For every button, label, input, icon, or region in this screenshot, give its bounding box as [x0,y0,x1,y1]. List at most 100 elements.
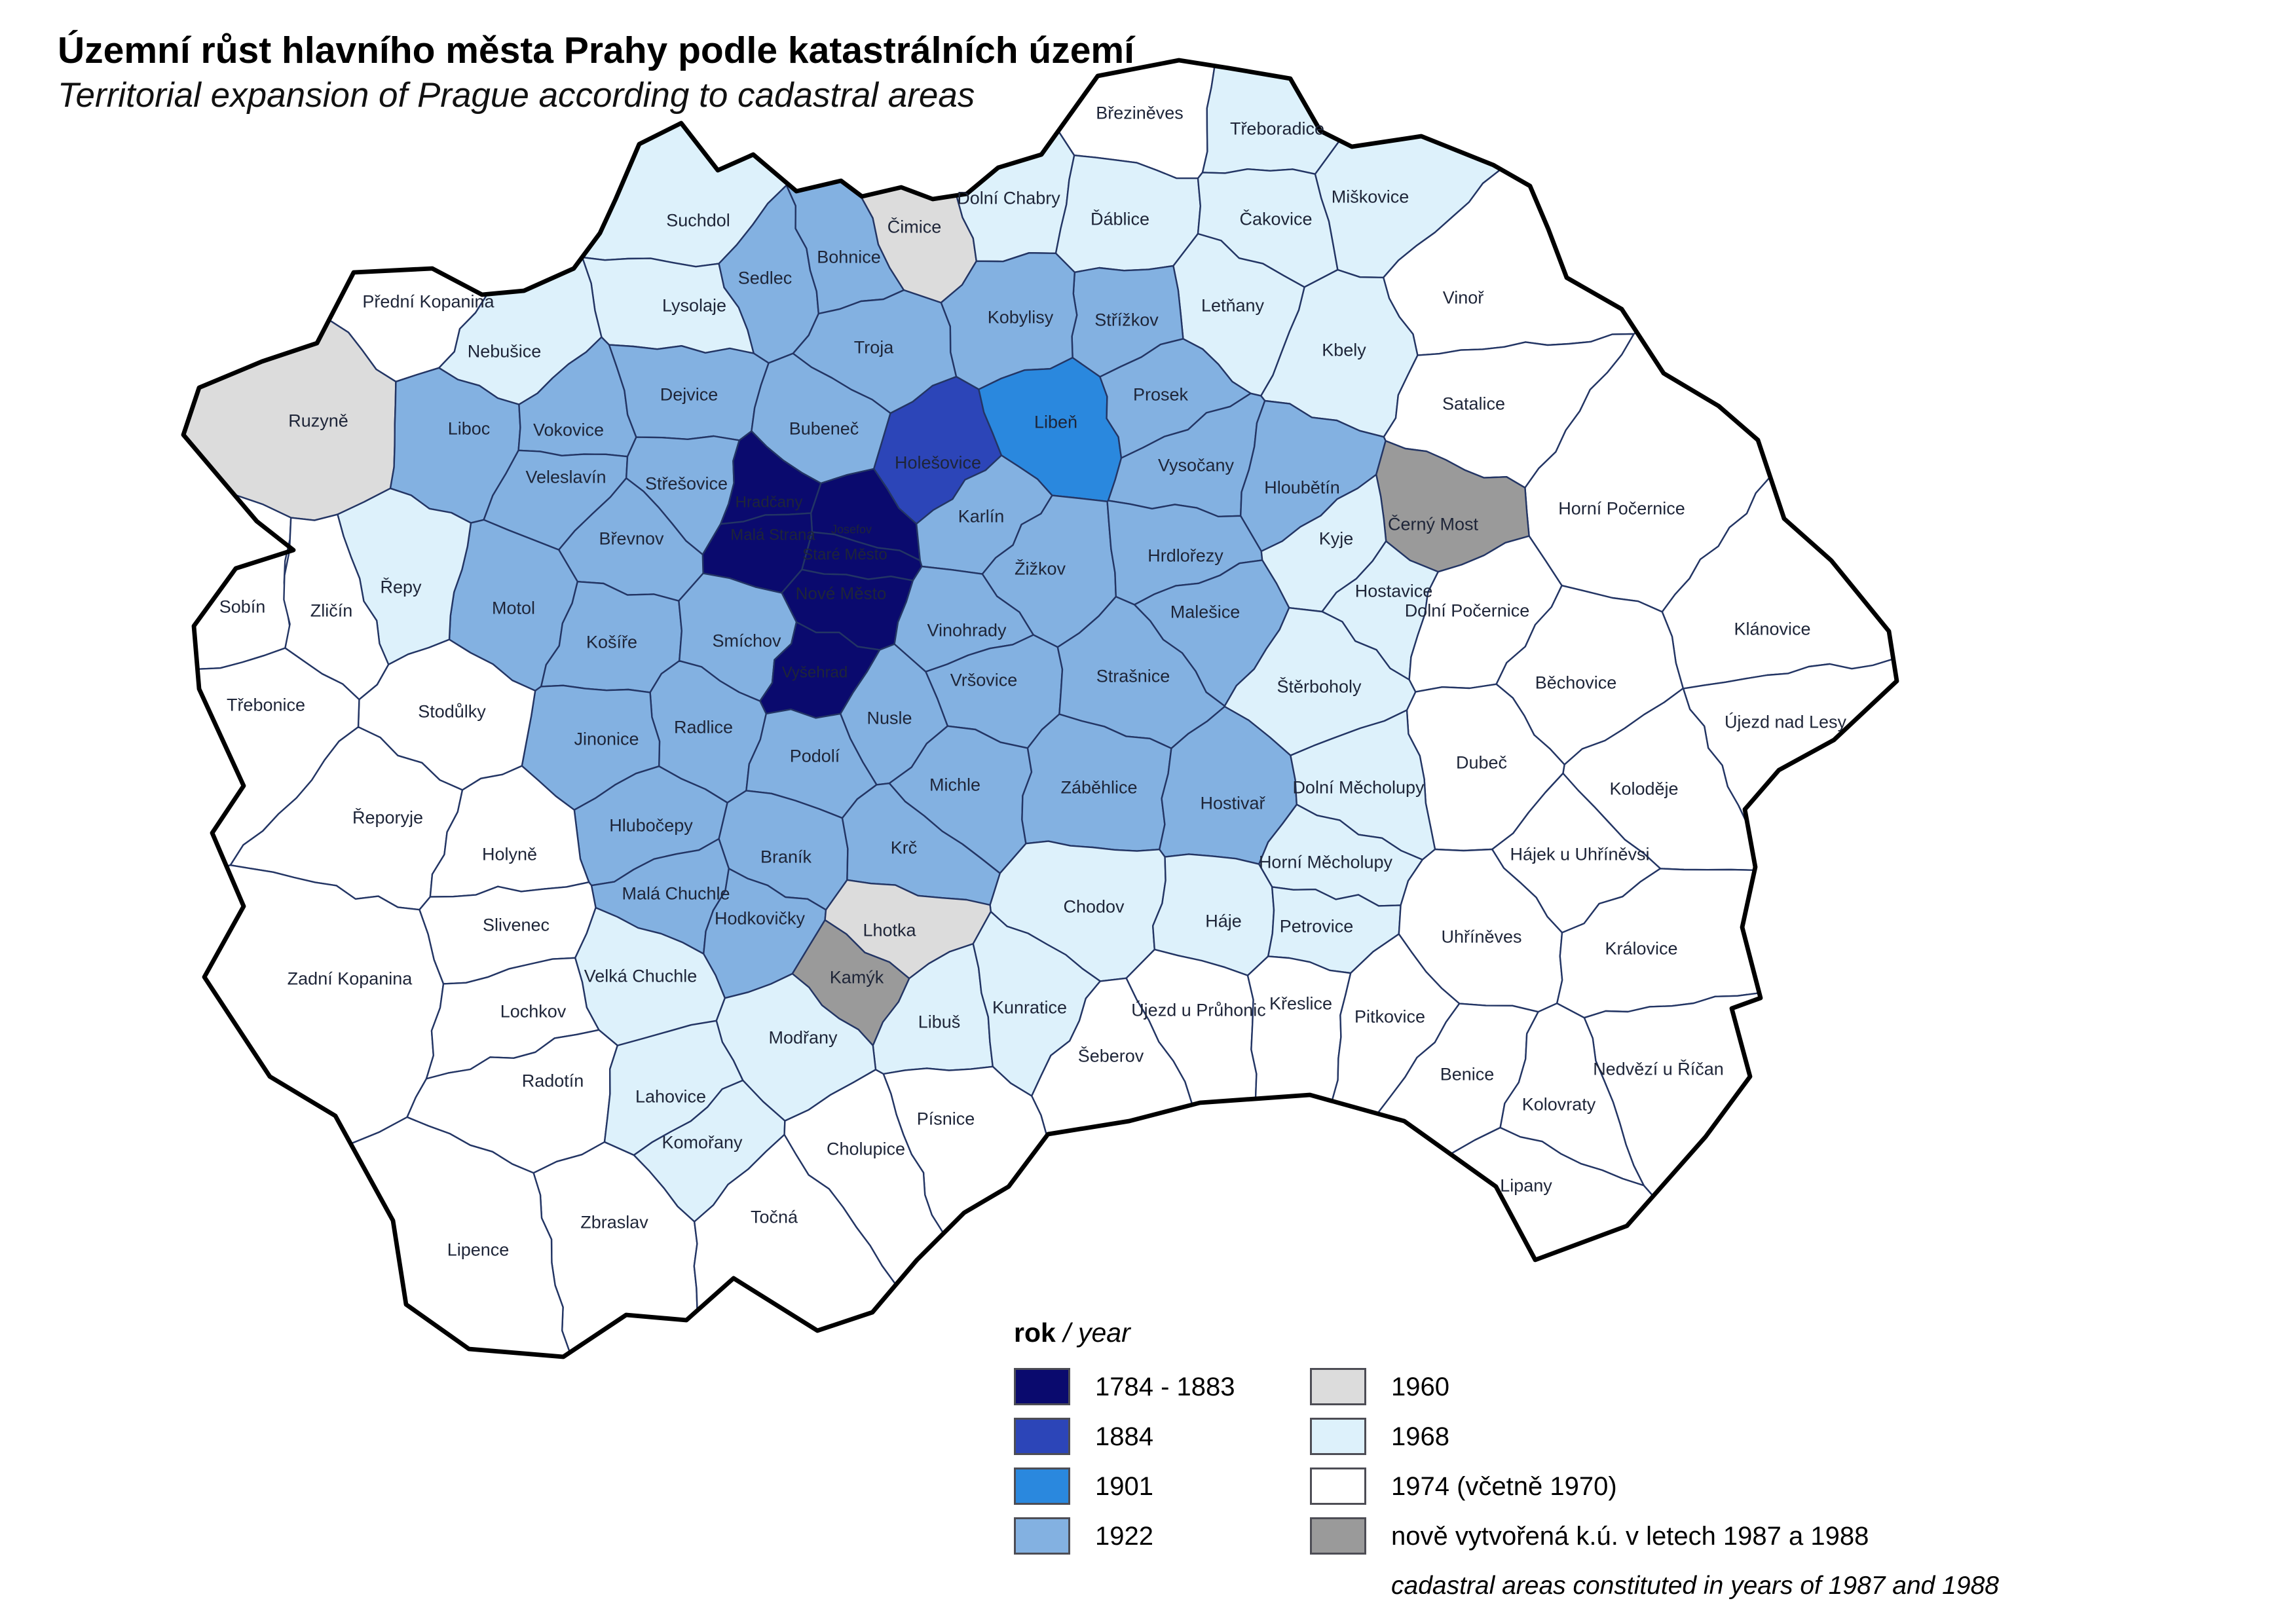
district-label-dolni-pocernice: Dolní Počernice [1405,600,1530,620]
district-cells [182,59,1898,1358]
district-label-josefov: Josefov [831,523,872,536]
district-label-stodulky: Stodůlky [418,701,486,721]
district-label-slivenec: Slivenec [483,915,550,934]
legend-texts-1884: 1884 [1095,1418,1153,1452]
district-label-kyje: Kyje [1319,528,1354,548]
district-label-cakovice: Čakovice [1239,208,1312,229]
district-label-bohnice: Bohnice [817,247,881,267]
district-label-stresovice: Střešovice [645,473,728,493]
district-label-hrdlorezy: Hrdlořezy [1148,545,1223,565]
district-label-holesovice: Holešovice [895,452,981,472]
district-label-hajek-u-uhrinevsi: Hájek u Uhříněvsi [1510,844,1649,864]
district-label-ujezd-nad-lesy: Újezd nad Lesy [1725,711,1847,731]
district-label-lochkov: Lochkov [500,1001,567,1021]
district-label-motol: Motol [492,598,535,618]
district-label-seberov: Šeberov [1078,1045,1144,1065]
legend-texts-1922: 1922 [1095,1517,1153,1551]
page-subtitle: Territorial expansion of Prague accordin… [58,76,975,115]
district-label-dolni-chabry: Dolní Chabry [957,188,1060,208]
district-label-letnany: Letňany [1201,295,1265,315]
title-block: Územní růst hlavního města Prahy podle k… [58,28,1134,118]
district-label-tocna: Točná [751,1207,798,1227]
legend-texts-1960: 1960 [1391,1368,1449,1402]
district-label-uhrineves: Uhříněves [1441,927,1521,946]
district-label-chodov: Chodov [1063,896,1125,916]
district-label-nebusice: Nebušice [468,341,542,361]
district-label-vysocany: Vysočany [1158,455,1235,475]
district-label-prosek: Prosek [1133,384,1189,404]
district-label-cimice: Čimice [887,216,942,236]
legend-swatch-1974 [1310,1467,1366,1505]
legend-item-1987: nově vytvořená k.ú. v letech 1987 a 1988… [1310,1517,1999,1600]
district-label-trebonice: Třebonice [227,695,305,714]
district-label-radlice: Radlice [674,717,733,737]
legend-label-1968: 1968 [1391,1422,1449,1451]
district-label-troja: Troja [854,337,894,357]
district-label-kunratice: Kunratice [992,997,1067,1017]
district-label-michle: Michle [929,775,980,794]
legend-swatch-1901 [1014,1467,1070,1505]
legend-label-1884: 1884 [1095,1422,1153,1451]
legend-item-1784: 1784 - 1883 [1014,1368,1310,1405]
district-label-vysehrad: Vyšehrad [782,663,848,681]
legend-label-1922: 1922 [1095,1522,1153,1551]
legend-label-1987: nově vytvořená k.ú. v letech 1987 a 1988 [1391,1522,1869,1551]
district-label-nusle: Nusle [867,708,912,728]
district-label-strizkov: Střížkov [1094,310,1159,329]
legend-label-1784: 1784 - 1883 [1095,1373,1235,1401]
legend-column-2: 1960 1968 1974 (včetně 1970) nově vytvořená… [1310,1368,1999,1613]
legend-title-en: / year [1055,1318,1130,1348]
district-label-klanovice: Klánovice [1734,619,1810,638]
legend-swatch-1987 [1310,1517,1366,1555]
district-label-lipence: Lipence [447,1240,510,1259]
district-label-lysolaje: Lysolaje [662,295,726,315]
district-label-kbely: Kbely [1322,340,1366,360]
legend-swatch-1922 [1014,1517,1070,1555]
district-label-sterboholy: Štěrboholy [1277,676,1362,696]
district-label-vinohrady: Vinohrady [927,620,1007,640]
district-label-mala-strana: Malá Strana [730,526,815,544]
legend-label-1974: 1974 (včetně 1970) [1391,1472,1617,1501]
district-label-benice: Benice [1440,1064,1495,1084]
district-label-bubenec: Bubeneč [789,418,859,438]
district-label-podoli: Podolí [790,746,840,766]
legend-item-1884: 1884 [1014,1418,1310,1455]
district-label-hostivar: Hostivař [1200,793,1265,813]
district-label-kosire: Košíře [586,632,637,652]
district-label-haje: Háje [1205,911,1242,931]
district-label-kobylisy: Kobylisy [988,307,1054,327]
district-label-liben: Libeň [1034,412,1077,432]
legend-title-cs: rok [1014,1318,1056,1348]
district-label-zlicin: Zličín [310,600,353,620]
district-label-zbraslav: Zbraslav [580,1212,648,1232]
legend-texts-1901: 1901 [1095,1467,1153,1502]
district-label-miskovice: Miškovice [1332,187,1409,206]
prague-city-boundary [181,58,1899,1359]
district-label-zadni-kopanina: Zadní Kopanina [288,969,413,988]
district-label-hlubocepy: Hlubočepy [609,815,693,835]
district-label-cerny-most: Černý Most [1388,513,1479,534]
legend-label-1901: 1901 [1095,1472,1153,1501]
district-label-nedvezi-u-rican: Nedvězí u Říčan [1593,1058,1724,1079]
district-label-hradcany: Hradčany [736,493,803,511]
legend: rok / year 1784 - 1883 1884 1901 1922 1960 1… [1014,1318,1999,1613]
district-label-nove-mesto: Nové Město [796,583,887,603]
district-label-ujezd-u-pruhonic: Újezd u Průhonic [1131,999,1266,1020]
district-label-treboradice: Třeboradice [1230,119,1324,138]
legend-swatch-1884 [1014,1418,1070,1455]
district-label-kolodeje: Koloděje [1609,779,1678,798]
district-label-malesice: Malešice [1170,602,1241,621]
district-cell-sobin [193,494,292,670]
district-label-repy: Řepy [380,576,422,597]
district-label-liboc: Liboc [448,418,491,438]
district-label-kreslice: Křeslice [1269,993,1332,1013]
legend-label-1960: 1960 [1391,1373,1449,1401]
district-label-komorany: Komořany [662,1132,743,1152]
district-label-predni-kopanina: Přední Kopanina [362,291,494,311]
legend-texts-1784: 1784 - 1883 [1095,1368,1235,1402]
district-label-modrany: Modřany [768,1027,838,1047]
legend-texts-1987: nově vytvořená k.ú. v letech 1987 a 1988… [1391,1517,1999,1600]
district-label-zizkov: Žižkov [1015,558,1066,578]
district-label-karlin: Karlín [958,506,1005,526]
